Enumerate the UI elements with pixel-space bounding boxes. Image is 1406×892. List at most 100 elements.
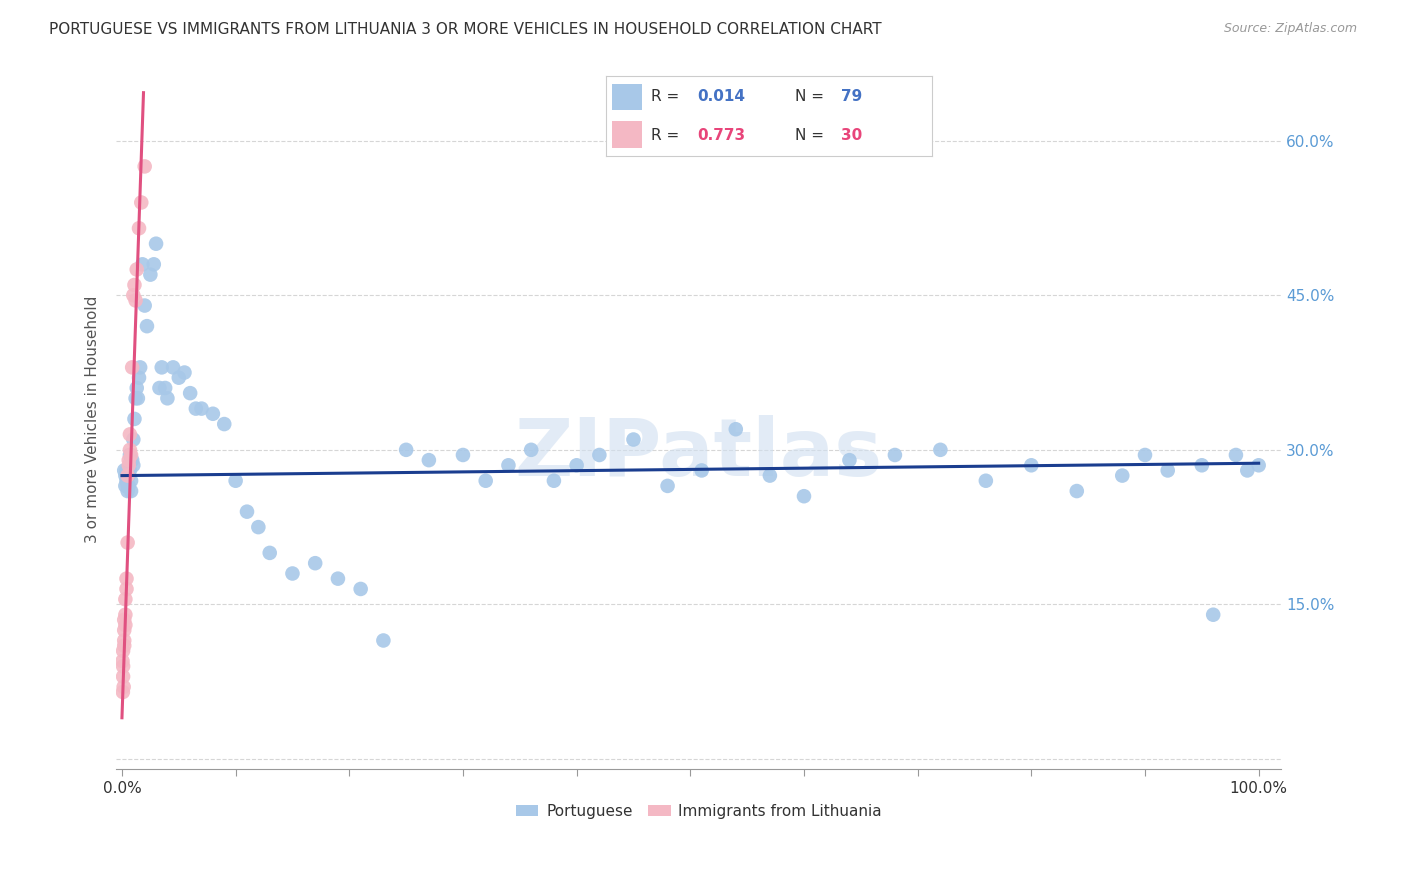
- Point: [139, 268, 162, 282]
- Point: [259, 546, 281, 560]
- Point: [111, 654, 134, 668]
- Point: [112, 669, 135, 683]
- Point: [1225, 448, 1247, 462]
- Point: [474, 474, 496, 488]
- Point: [838, 453, 860, 467]
- Point: [173, 366, 195, 380]
- Y-axis label: 3 or more Vehicles in Household: 3 or more Vehicles in Household: [86, 295, 100, 542]
- Point: [236, 505, 259, 519]
- Point: [657, 479, 679, 493]
- Point: [1021, 458, 1043, 473]
- Point: [122, 458, 145, 473]
- Point: [793, 489, 815, 503]
- Point: [112, 463, 135, 477]
- Point: [883, 448, 905, 462]
- Point: [156, 392, 179, 406]
- Point: [117, 479, 139, 493]
- Point: [150, 360, 173, 375]
- Point: [1157, 463, 1180, 477]
- Point: [759, 468, 782, 483]
- Point: [115, 572, 138, 586]
- Point: [121, 453, 143, 467]
- Point: [724, 422, 747, 436]
- Point: [112, 644, 135, 658]
- Point: [115, 582, 138, 596]
- Point: [112, 659, 135, 673]
- Text: ZIPatlas: ZIPatlas: [515, 415, 883, 493]
- Point: [373, 633, 395, 648]
- Point: [201, 407, 224, 421]
- Point: [148, 381, 170, 395]
- Point: [111, 685, 134, 699]
- Point: [124, 412, 146, 426]
- Point: [118, 448, 141, 462]
- Point: [1111, 468, 1133, 483]
- Point: [124, 277, 146, 292]
- Point: [114, 468, 136, 483]
- Point: [112, 680, 135, 694]
- Point: [145, 236, 167, 251]
- Point: [124, 293, 146, 308]
- Point: [118, 468, 141, 483]
- Point: [498, 458, 520, 473]
- Point: [114, 592, 136, 607]
- Point: [118, 479, 141, 493]
- Point: [162, 360, 184, 375]
- Point: [281, 566, 304, 581]
- Point: [117, 468, 139, 483]
- Point: [690, 463, 713, 477]
- Point: [326, 572, 349, 586]
- Point: [1236, 463, 1258, 477]
- Point: [565, 458, 588, 473]
- Point: [153, 381, 176, 395]
- Point: [1133, 448, 1156, 462]
- Point: [118, 458, 141, 473]
- Point: [214, 417, 236, 431]
- Legend: Portuguese, Immigrants from Lithuania: Portuguese, Immigrants from Lithuania: [509, 797, 889, 825]
- Point: [304, 556, 326, 570]
- Point: [520, 442, 543, 457]
- Point: [184, 401, 207, 416]
- Point: [117, 468, 139, 483]
- Point: [112, 639, 135, 653]
- Point: [128, 221, 150, 235]
- Point: [451, 448, 474, 462]
- Point: [1191, 458, 1213, 473]
- Point: [118, 427, 141, 442]
- Point: [114, 618, 136, 632]
- Point: [120, 474, 142, 488]
- Point: [117, 484, 139, 499]
- Point: [120, 484, 142, 499]
- Point: [543, 474, 565, 488]
- Point: [974, 474, 997, 488]
- Point: [623, 433, 645, 447]
- Point: [114, 479, 136, 493]
- Point: [118, 463, 141, 477]
- Point: [136, 319, 159, 334]
- Point: [115, 474, 138, 488]
- Point: [1202, 607, 1225, 622]
- Point: [167, 370, 190, 384]
- Point: [125, 381, 148, 395]
- Point: [122, 288, 145, 302]
- Point: [128, 370, 150, 384]
- Point: [1247, 458, 1270, 473]
- Point: [129, 360, 152, 375]
- Point: [129, 195, 152, 210]
- Point: [929, 442, 952, 457]
- Point: [225, 474, 247, 488]
- Point: [127, 392, 149, 406]
- Point: [179, 386, 201, 401]
- Point: [115, 463, 138, 477]
- Point: [124, 392, 146, 406]
- Point: [121, 360, 143, 375]
- Point: [118, 442, 141, 457]
- Point: [120, 448, 142, 462]
- Point: [418, 453, 440, 467]
- Point: [131, 257, 153, 271]
- Point: [125, 262, 148, 277]
- Point: [112, 633, 135, 648]
- Point: [588, 448, 610, 462]
- Point: [247, 520, 270, 534]
- Point: [1066, 484, 1088, 499]
